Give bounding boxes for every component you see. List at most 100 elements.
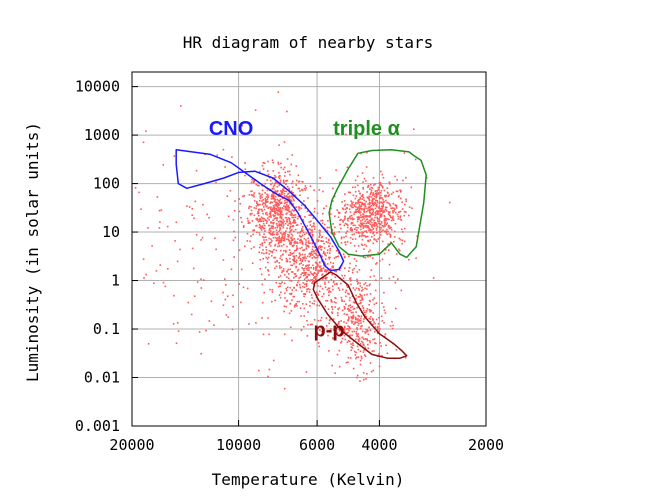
star-point <box>324 281 326 284</box>
star-point <box>355 333 358 335</box>
star-point <box>281 197 284 200</box>
star-point <box>288 234 290 237</box>
star-point <box>292 255 295 257</box>
star-point <box>350 343 352 345</box>
star-point <box>381 221 383 223</box>
star-point <box>383 211 385 213</box>
star-point <box>344 307 346 309</box>
star-point <box>360 355 363 358</box>
star-point <box>268 243 271 246</box>
star-point <box>290 163 293 166</box>
star-point <box>318 329 321 331</box>
star-point <box>240 268 243 271</box>
star-point <box>340 296 343 299</box>
star-point <box>284 195 286 198</box>
star-point <box>302 181 304 183</box>
star-point <box>272 208 275 210</box>
star-point <box>368 196 370 199</box>
star-point <box>362 298 364 301</box>
star-point <box>384 225 386 227</box>
star-point <box>337 287 340 289</box>
star-point <box>244 162 246 164</box>
star-point <box>256 219 259 221</box>
star-point <box>390 216 393 219</box>
star-point <box>293 214 295 217</box>
star-point <box>261 283 264 286</box>
star-point <box>377 238 379 240</box>
star-point <box>348 191 350 193</box>
star-point <box>380 214 382 216</box>
star-point <box>348 208 351 210</box>
star-point <box>290 200 293 203</box>
star-point <box>389 203 391 206</box>
star-point <box>332 337 334 340</box>
star-point <box>305 277 307 279</box>
star-point <box>324 305 326 308</box>
star-point <box>403 214 406 217</box>
star-point <box>337 314 339 317</box>
star-point <box>347 356 350 359</box>
star-point <box>290 264 292 267</box>
star-point <box>356 335 358 337</box>
star-point <box>362 234 365 237</box>
star-point <box>271 188 274 190</box>
star-point <box>357 318 359 320</box>
star-point <box>374 190 377 193</box>
star-point <box>388 181 391 184</box>
star-point <box>361 336 364 339</box>
star-point <box>273 200 276 203</box>
star-point <box>302 274 305 277</box>
star-point <box>374 202 377 204</box>
star-point <box>309 271 312 273</box>
star-point <box>347 328 350 330</box>
star-point <box>370 310 373 312</box>
star-point <box>369 362 372 364</box>
star-point <box>299 190 301 192</box>
star-point <box>307 288 310 290</box>
star-point <box>340 227 342 230</box>
star-point <box>364 226 366 228</box>
star-point <box>392 215 394 218</box>
star-point <box>376 327 379 329</box>
star-point <box>312 274 315 276</box>
star-point <box>366 191 368 193</box>
star-point <box>378 186 381 188</box>
star-point <box>291 216 294 219</box>
star-point <box>368 198 370 200</box>
star-point <box>250 235 252 237</box>
star-point <box>343 255 346 258</box>
star-point <box>281 222 283 224</box>
star-point <box>403 152 406 154</box>
star-point <box>334 233 336 235</box>
star-point <box>328 238 330 241</box>
star-point <box>352 342 354 344</box>
star-point <box>359 216 361 219</box>
star-point <box>351 295 354 298</box>
star-point <box>283 250 285 252</box>
fusion-regions: CNO triple αp-p <box>175 118 427 359</box>
star-point <box>200 352 202 355</box>
star-point <box>288 209 290 211</box>
axes: 20000 10000 6000 4000 20001000010001001010.1… <box>75 71 504 454</box>
star-point <box>313 319 316 321</box>
star-point <box>346 203 349 206</box>
star-point <box>158 209 161 212</box>
star-point <box>380 201 383 204</box>
star-point <box>333 301 336 303</box>
star-point <box>327 334 329 337</box>
star-point <box>279 212 282 214</box>
star-point <box>385 199 387 202</box>
star-point <box>318 265 321 268</box>
star-point <box>385 194 388 197</box>
star-point <box>327 308 330 310</box>
star-point <box>275 208 278 210</box>
star-point <box>300 235 303 238</box>
star-point <box>272 237 275 239</box>
star-point <box>274 182 276 185</box>
star-point <box>226 295 229 297</box>
star-point <box>381 240 384 243</box>
star-point <box>350 221 353 224</box>
star-point <box>296 284 298 287</box>
star-point <box>302 231 305 234</box>
star-point <box>307 311 309 313</box>
